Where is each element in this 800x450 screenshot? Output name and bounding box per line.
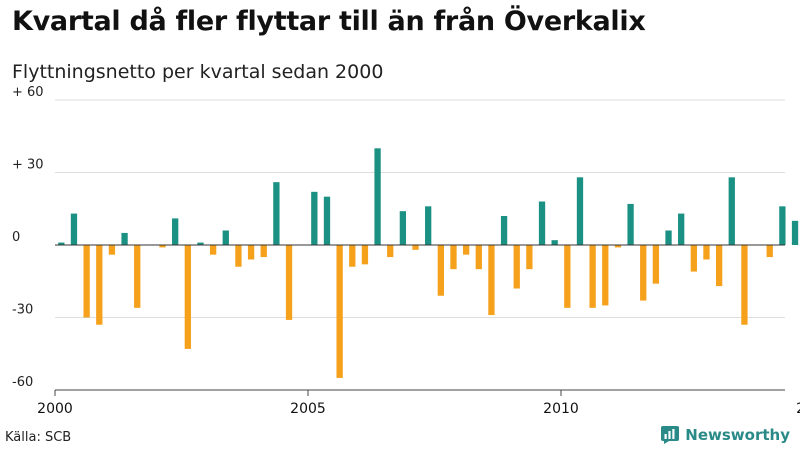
y-tick-label: + 30 [12,158,44,173]
bar [235,245,242,267]
axes: + 60+ 300-30-6020002005201020152020 [12,85,800,417]
bars [58,148,799,378]
bar [412,245,419,250]
bar [678,213,685,245]
newsworthy-icon [661,426,680,444]
bar [538,201,546,245]
y-tick-label: + 60 [12,85,44,100]
bar [614,245,622,248]
bar [500,216,508,245]
bar [311,191,318,245]
bar [652,245,660,284]
bar [323,196,331,245]
x-tick-label: 2015 [796,401,800,417]
bar [488,245,495,316]
bar [766,245,773,258]
bar [526,245,533,270]
y-tick-label: -30 [12,303,33,318]
bar [551,240,558,245]
bar [83,245,90,318]
bar [741,245,748,325]
x-tick-label: 2000 [37,401,73,417]
bar [703,245,710,260]
bar [197,242,204,245]
bar [475,245,482,270]
bar [437,245,444,296]
bar [387,245,394,258]
bar [564,245,571,308]
source-label: Källa: SCB [5,430,72,445]
y-tick-label: -60 [12,375,33,390]
bar [728,177,735,245]
bar [58,242,65,245]
bar [209,245,217,255]
brand-logo: Newsworthy [661,426,790,444]
bar [690,245,697,272]
bar [715,245,723,287]
y-tick-label: 0 [12,230,20,245]
bar [374,148,381,245]
bar [513,245,520,289]
bar [361,245,369,265]
bar [121,232,128,245]
bar [260,245,267,258]
bar [273,182,280,245]
chart-title: Kvartal då fler flyttar till än från Öve… [12,6,646,37]
bar [462,245,470,255]
brand-name: Newsworthy [685,426,790,444]
bar [96,245,103,325]
bar [665,230,672,245]
x-tick-label: 2005 [290,401,326,417]
bar [336,245,343,378]
bar [285,245,293,320]
bar [779,206,786,245]
x-tick-label: 2010 [543,401,579,417]
bar [159,245,166,248]
bar [425,206,432,245]
bar [450,245,457,270]
bar [70,213,78,245]
bar [399,211,407,245]
bar [349,245,356,267]
bar [627,203,634,245]
chart-subtitle: Flyttningsnetto per kvartal sedan 2000 [12,61,384,83]
bar [184,245,191,349]
bar [589,245,596,308]
bar [576,177,584,245]
bar [172,218,179,245]
bar [640,245,647,301]
bar [134,245,141,308]
bar [247,245,255,260]
bar [222,230,229,245]
bar [602,245,609,306]
bar [791,220,799,245]
bar [108,245,116,255]
